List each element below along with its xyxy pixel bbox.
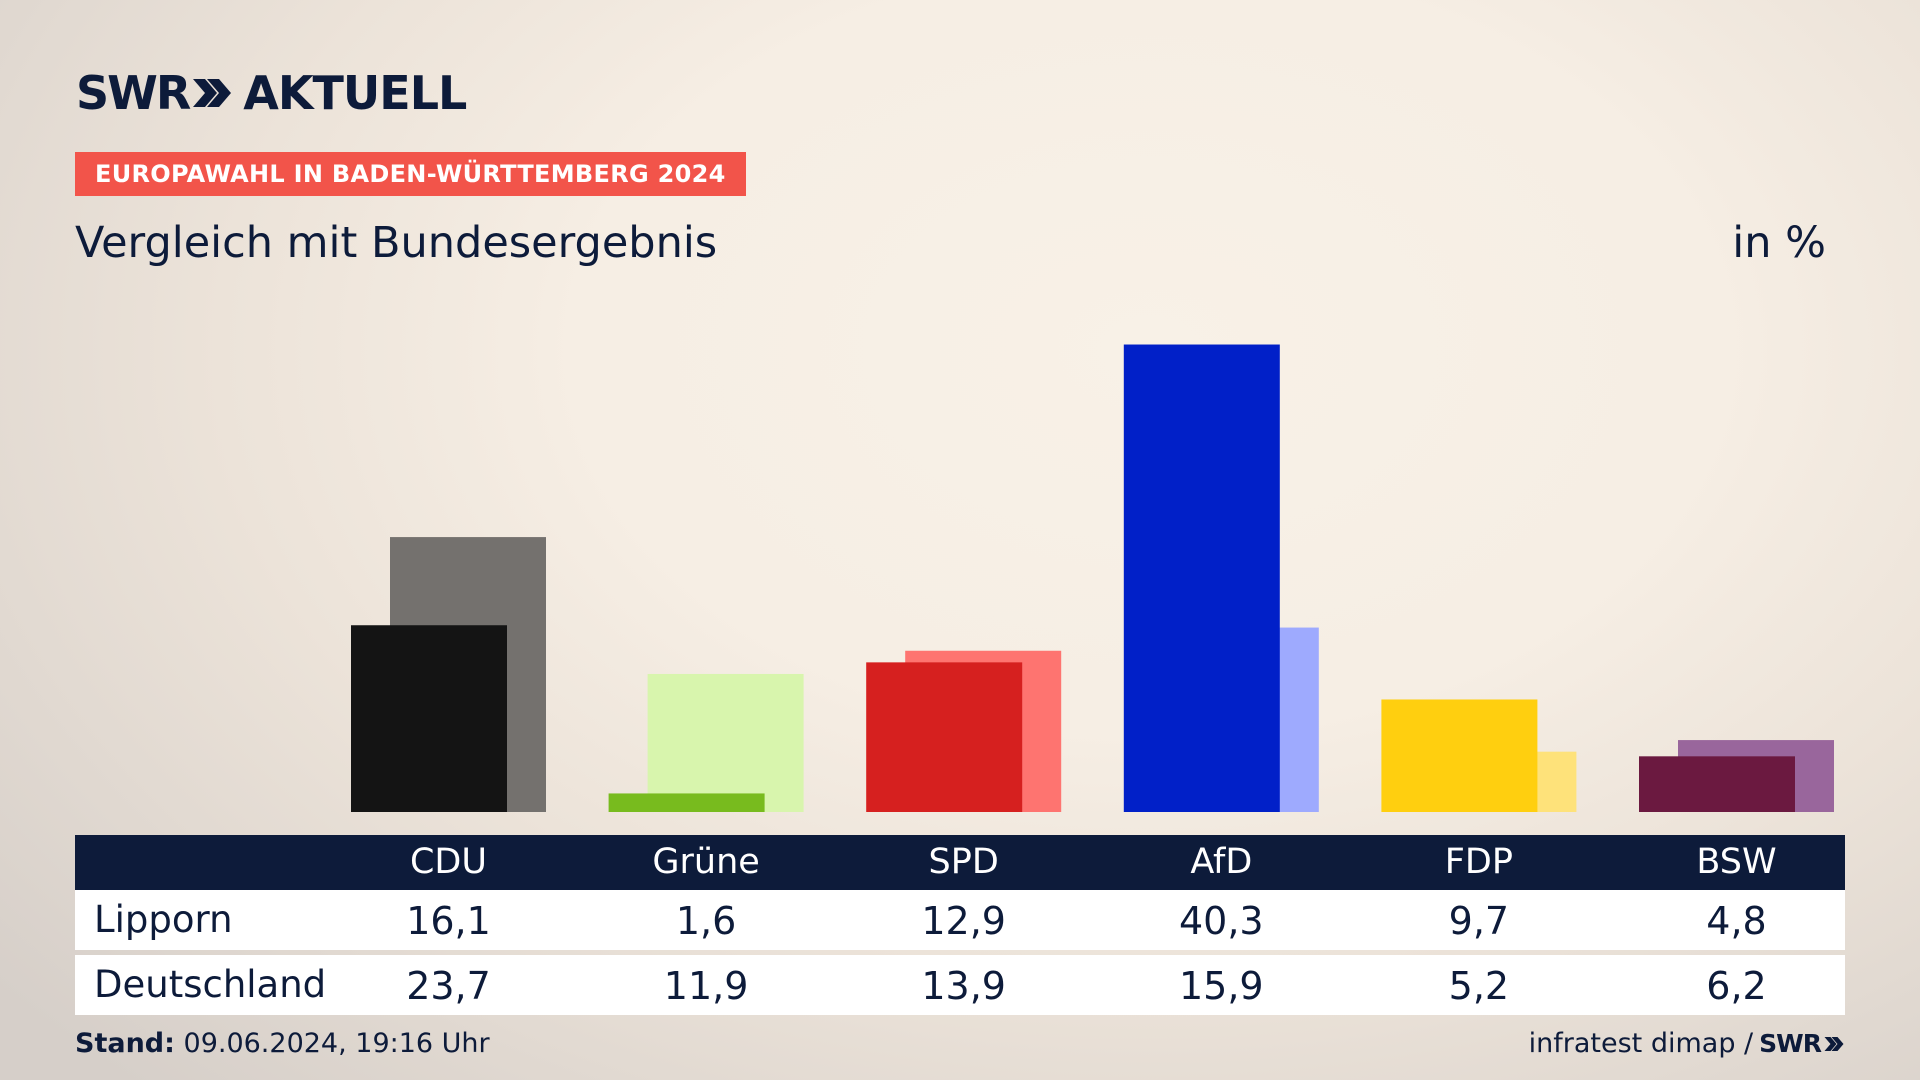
column-header-afd: AfD [1190,842,1253,882]
value-lipporn-afd: 40,3 [1178,899,1264,943]
swr-aktuell-logo: SWR AKTUELL [76,66,467,120]
bar-lipporn-spd [866,662,1023,812]
column-header-bsw: BSW [1696,842,1777,882]
table-header-row: CDU Grüne SPD AfD FDP BSW [75,835,1845,890]
bar-lipporn-bsw [1639,756,1795,812]
election-ribbon: EUROPAWAHL IN BADEN-WÜRTTEMBERG 2024 [75,152,746,196]
footer-swr-brand: SWR [1759,1029,1822,1058]
column-header-gr-ne: Grüne [652,842,760,882]
bar-lipporn-fdp [1381,699,1538,812]
logo-aktuell-text: AKTUELL [243,66,467,120]
row-label-deutschland: Deutschland [94,963,327,1006]
bar-chart [351,344,1834,812]
bar-lipporn-gr-ne [608,793,765,812]
value-lipporn-bsw: 4,8 [1706,899,1767,943]
value-deutschland-bsw: 6,2 [1706,964,1767,1008]
table-row-deutschland: Deutschland 23,7 11,9 13,9 15,9 5,2 6,2 [75,955,1845,1015]
column-header-cdu: CDU [409,842,487,882]
footer-double-arrow-icon [1824,1036,1844,1051]
stand-value: 09.06.2024, 19:16 Uhr [183,1028,490,1059]
value-deutschland-gr-ne: 11,9 [663,964,749,1008]
value-deutschland-afd: 15,9 [1178,964,1264,1008]
bar-lipporn-cdu [351,625,507,812]
value-lipporn-fdp: 9,7 [1448,899,1510,943]
chart-subtitle: Vergleich mit Bundesergebnis [75,218,718,268]
results-table: CDU Grüne SPD AfD FDP BSW Lipporn 16,1 1,6 12,9 4… [75,835,1845,1015]
source-credit: infratest dimap / SWR [1529,1028,1845,1059]
unit-label: in % [1732,218,1826,268]
value-lipporn-spd: 12,9 [921,899,1006,943]
row-label-lipporn: Lipporn [94,898,233,941]
swr-double-arrow-icon [193,79,232,107]
stand-label: Stand: [75,1028,175,1059]
value-deutschland-spd: 13,9 [921,964,1006,1008]
value-lipporn-gr-ne: 1,6 [675,899,737,943]
source-text: infratest dimap / [1528,1028,1754,1059]
value-deutschland-cdu: 23,7 [406,964,491,1008]
column-header-spd: SPD [928,842,999,882]
bar-deutschland-gr-ne [647,673,804,812]
table-row-lipporn: Lipporn 16,1 1,6 12,9 40,3 9,7 4,8 [75,890,1845,950]
timestamp: Stand: 09.06.2024, 19:16 Uhr [75,1028,490,1059]
value-deutschland-fdp: 5,2 [1448,964,1510,1008]
column-header-fdp: FDP [1444,842,1513,882]
logo-swr-text: SWR [76,66,191,120]
bar-lipporn-afd [1123,344,1280,812]
value-lipporn-cdu: 16,1 [406,899,491,943]
